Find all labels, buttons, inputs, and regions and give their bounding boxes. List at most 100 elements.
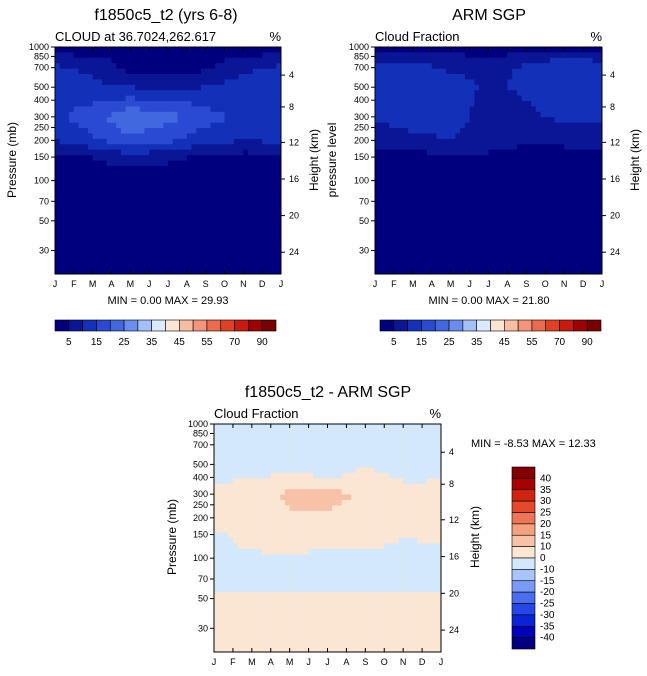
colorbar-swatch bbox=[192, 319, 208, 332]
heat-cell bbox=[474, 268, 480, 274]
heat-cell bbox=[200, 122, 207, 129]
heat-cell bbox=[139, 160, 146, 167]
heat-cell bbox=[583, 203, 589, 210]
heat-cell bbox=[597, 84, 602, 91]
heat-cell bbox=[408, 101, 414, 108]
heat-cell bbox=[210, 149, 216, 156]
heat-cell bbox=[73, 230, 80, 237]
heat-cell bbox=[158, 246, 164, 253]
heat-cell bbox=[497, 241, 504, 248]
heat-cell bbox=[592, 257, 598, 264]
heat-cell bbox=[474, 171, 480, 178]
heat-cell bbox=[210, 84, 216, 91]
heat-cell bbox=[87, 160, 94, 167]
heat-cell bbox=[479, 133, 485, 140]
heat-cell bbox=[313, 434, 319, 441]
heat-cell bbox=[228, 424, 234, 431]
heat-cell bbox=[408, 52, 414, 59]
heat-cell bbox=[597, 236, 602, 243]
heat-cell bbox=[64, 74, 70, 81]
heat-cell bbox=[535, 225, 542, 232]
heat-cell bbox=[139, 79, 146, 86]
heat-cell bbox=[186, 160, 193, 167]
heat-cell bbox=[299, 494, 305, 501]
heat-cell bbox=[327, 434, 333, 441]
heat-cell bbox=[271, 128, 277, 135]
heat-cell bbox=[168, 214, 174, 221]
heat-cell bbox=[257, 117, 263, 124]
heat-cell bbox=[92, 198, 98, 205]
heat-cell bbox=[200, 149, 207, 156]
heat-cell bbox=[417, 52, 423, 59]
heat-cell bbox=[289, 505, 295, 512]
heat-cell bbox=[412, 429, 418, 436]
heat-cell bbox=[398, 203, 404, 210]
heat-cell bbox=[210, 160, 216, 167]
heat-cell bbox=[92, 187, 98, 194]
heat-cell bbox=[125, 176, 131, 183]
heat-cell bbox=[153, 133, 160, 140]
heat-cell bbox=[251, 478, 258, 485]
heat-cell bbox=[573, 192, 579, 199]
heat-cell bbox=[243, 171, 249, 178]
heat-cell bbox=[257, 101, 263, 108]
heat-cell bbox=[450, 95, 456, 102]
heat-cell bbox=[535, 47, 542, 53]
heat-cell bbox=[436, 133, 442, 140]
heat-cell bbox=[257, 160, 263, 167]
heat-cell bbox=[257, 52, 263, 59]
heat-cell bbox=[431, 79, 438, 86]
heat-cell bbox=[182, 182, 188, 189]
heat-cell bbox=[540, 230, 546, 237]
heat-cell bbox=[64, 214, 70, 221]
heat-cell bbox=[483, 268, 490, 274]
heat-cell bbox=[224, 63, 230, 70]
heat-cell bbox=[479, 214, 485, 221]
heat-cell bbox=[205, 155, 211, 162]
heat-cell bbox=[479, 192, 485, 199]
heat-cell bbox=[172, 117, 179, 124]
heat-cell bbox=[583, 219, 589, 226]
heat-cell bbox=[431, 144, 438, 151]
heat-cell bbox=[64, 160, 70, 167]
heat-cell bbox=[243, 268, 249, 274]
heat-cell bbox=[262, 52, 268, 59]
heat-cell bbox=[512, 144, 518, 151]
heat-cell bbox=[308, 472, 314, 479]
heat-cell bbox=[224, 79, 230, 86]
heat-cell bbox=[578, 203, 584, 210]
heat-cell bbox=[130, 79, 136, 86]
heat-cell bbox=[578, 236, 584, 243]
heat-cell bbox=[196, 160, 202, 167]
heat-cell bbox=[445, 111, 452, 118]
heat-cell bbox=[455, 219, 461, 226]
heat-cell bbox=[172, 214, 179, 221]
heat-cell bbox=[106, 95, 113, 102]
heat-cell bbox=[592, 117, 598, 124]
heat-cell bbox=[177, 79, 183, 86]
heat-cell bbox=[224, 171, 230, 178]
heat-cell bbox=[393, 52, 400, 59]
heat-cell bbox=[597, 241, 602, 248]
heat-cell bbox=[149, 95, 155, 102]
heat-cell bbox=[483, 74, 490, 81]
heat-cell bbox=[573, 52, 579, 59]
heat-cell bbox=[163, 84, 169, 91]
heat-cell bbox=[214, 434, 220, 441]
heat-cell bbox=[436, 429, 441, 436]
heat-cell bbox=[341, 500, 348, 507]
heat-cell bbox=[332, 429, 338, 436]
heat-cell bbox=[332, 472, 338, 479]
heat-cell bbox=[554, 128, 561, 135]
heat-cell bbox=[559, 268, 565, 274]
heat-cell bbox=[125, 246, 131, 253]
heat-cell bbox=[125, 63, 131, 70]
heat-cell bbox=[261, 489, 267, 496]
heat-cell bbox=[149, 236, 155, 243]
heat-cell bbox=[516, 90, 523, 97]
heat-cell bbox=[445, 101, 452, 108]
heat-cell bbox=[271, 138, 277, 145]
heat-cell bbox=[168, 68, 174, 75]
heat-cell bbox=[97, 187, 103, 194]
heat-cell bbox=[355, 445, 362, 452]
